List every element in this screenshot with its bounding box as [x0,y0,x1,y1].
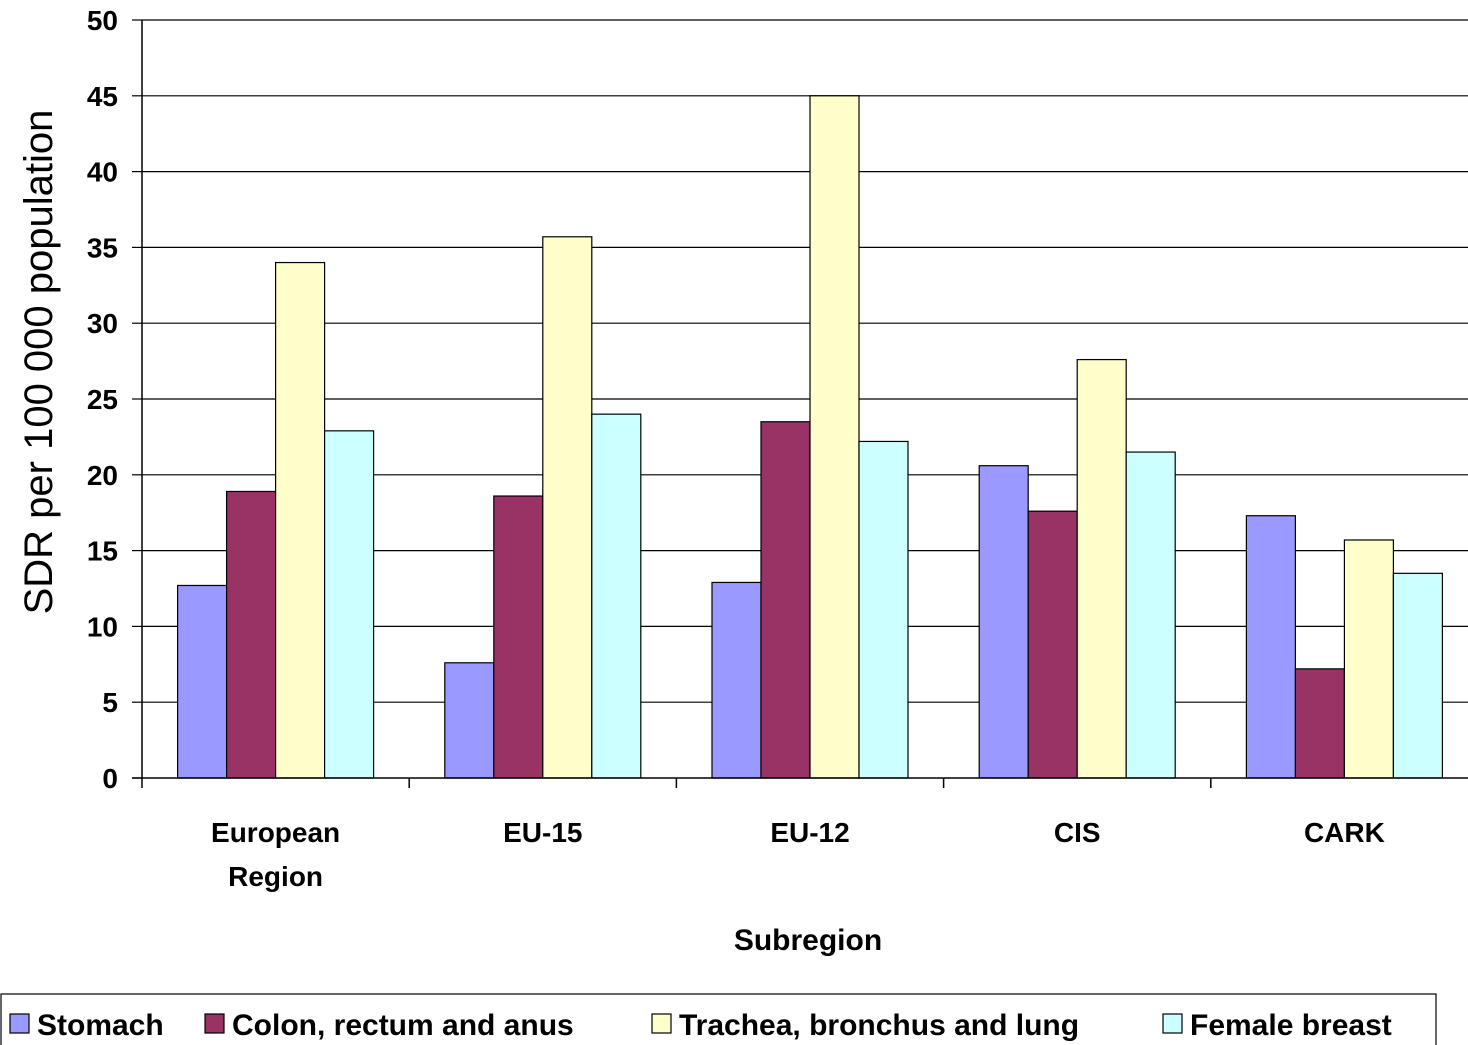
legend-swatch [9,1013,30,1034]
bar [1392,572,1444,779]
y-axis-ticks: 0 5 10 15 20 25 30 35 40 45 50 [87,5,142,794]
y-tick-label: 15 [87,536,118,567]
bar [275,261,326,779]
legend-swatch [651,1013,672,1034]
x-axis-categories: European Region EU-15 EU-12 CIS CARK [211,817,1385,892]
y-tick-label: 45 [87,81,118,112]
bar [760,421,811,779]
y-tick-label: 25 [87,384,118,415]
bar [1076,358,1127,779]
y-tick-label: 5 [102,687,118,718]
x-tick-label: European [211,817,340,848]
legend-frame [0,993,1437,1045]
bar [1343,539,1395,779]
legend-swatch [204,1013,225,1034]
legend-label: Trachea, bronchus and lung [679,1009,1079,1042]
x-tick-label: CIS [1054,817,1101,848]
bar [858,440,909,779]
legend-label: Colon, rectum and anus [232,1009,574,1042]
bar [542,236,593,779]
y-tick-label: 50 [87,5,118,36]
bar [978,465,1029,779]
bar [1294,668,1346,779]
bar [444,662,495,779]
y-tick-label: 40 [87,157,118,188]
y-tick-label: 0 [102,763,118,794]
y-tick-label: 30 [87,308,118,339]
bar [324,430,375,779]
legend: Stomach Colon, rectum and anus Trachea, br… [0,993,1437,1045]
x-tick-label: Region [228,861,323,892]
bar [226,490,277,779]
bar [177,584,228,779]
bar [711,581,762,779]
legend-swatch [1162,1013,1183,1034]
bar [1027,510,1078,779]
y-axis-label: SDR per 100 000 population [17,110,61,615]
bar [809,95,860,779]
legend-label: Female breast [1190,1009,1392,1042]
y-tick-label: 10 [87,611,118,642]
bar [1125,451,1176,779]
bar [1245,515,1297,779]
bars [177,95,1444,779]
axes [132,20,1468,788]
y-tick-label: 35 [87,232,118,263]
legend-label: Stomach [37,1009,164,1042]
x-tick-label: CARK [1304,817,1385,848]
x-tick-label: EU-12 [770,817,849,848]
y-tick-label: 20 [87,460,118,491]
x-tick-label: EU-15 [503,817,582,848]
bar [493,495,544,779]
bar [591,413,642,779]
x-axis-label: Subregion [734,924,882,957]
